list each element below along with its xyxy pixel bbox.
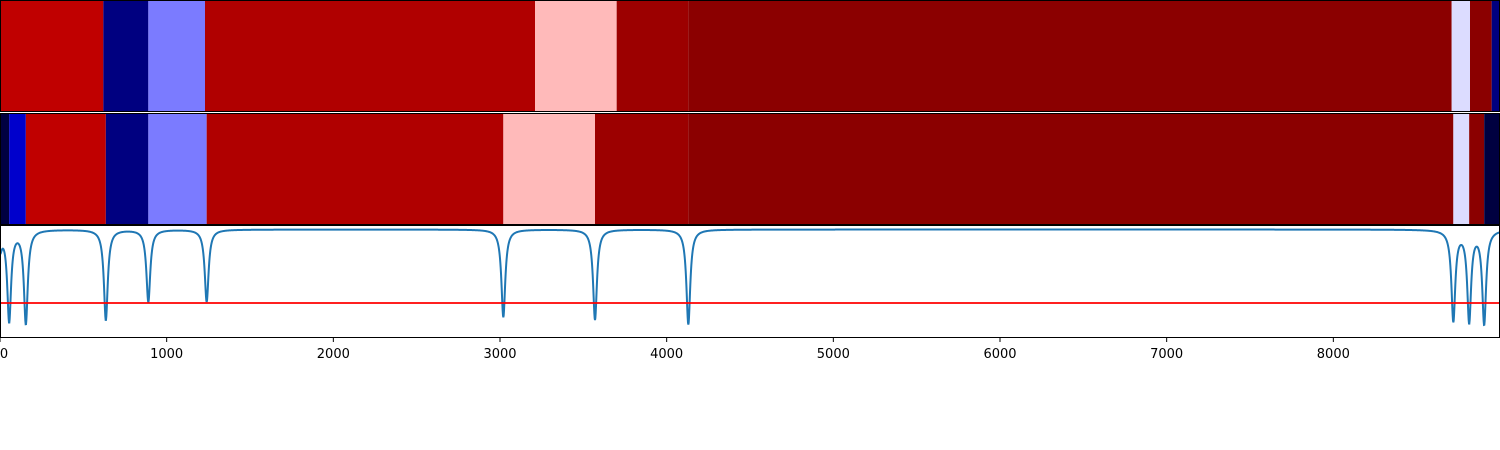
heatmap-segment	[535, 0, 617, 112]
x-tick-label: 2000	[317, 347, 350, 362]
heatmap-segment	[1491, 0, 1500, 112]
heatmap-segment	[1453, 113, 1470, 225]
heatmap-segment	[205, 0, 535, 112]
heatmap-row-bottom	[0, 113, 1500, 225]
heatmap-segment	[148, 0, 205, 112]
heatmap-segment	[1484, 113, 1500, 225]
heatmap-segment	[1469, 113, 1485, 225]
heatmap-segment	[688, 113, 1454, 225]
heatmap-segment	[148, 113, 207, 225]
heatmap-segment	[1470, 0, 1492, 112]
heatmap-segment	[206, 113, 504, 225]
heatmap-segment	[1451, 0, 1470, 112]
heatmap-segment	[688, 0, 1452, 112]
heatmap-segment	[25, 113, 106, 225]
heatmap-segment	[595, 113, 689, 225]
x-tick-label: 3000	[483, 347, 516, 362]
x-tick-label: 7000	[1150, 347, 1183, 362]
heatmap-segment	[503, 113, 595, 225]
heatmap-segment	[105, 113, 149, 225]
x-tick-label: 8000	[1317, 347, 1350, 362]
x-tick-label: 1000	[150, 347, 183, 362]
heatmap-segment	[9, 113, 26, 225]
heatmap-segment	[0, 113, 10, 225]
heatmap-row-top	[0, 0, 1500, 112]
x-axis: 0 1000 2000 3000 4000 5000 6000 7000 8000	[0, 338, 1350, 362]
x-tick-label: 5000	[817, 347, 850, 362]
signal-panel	[0, 228, 1500, 327]
x-tick-label: 0	[0, 347, 8, 362]
x-tick-label: 6000	[983, 347, 1016, 362]
heatmap-segment	[616, 0, 689, 112]
signal-line	[0, 228, 1500, 327]
heatmap-segment	[0, 0, 104, 112]
heatmap-segment	[103, 0, 149, 112]
x-tick-label: 4000	[650, 347, 683, 362]
